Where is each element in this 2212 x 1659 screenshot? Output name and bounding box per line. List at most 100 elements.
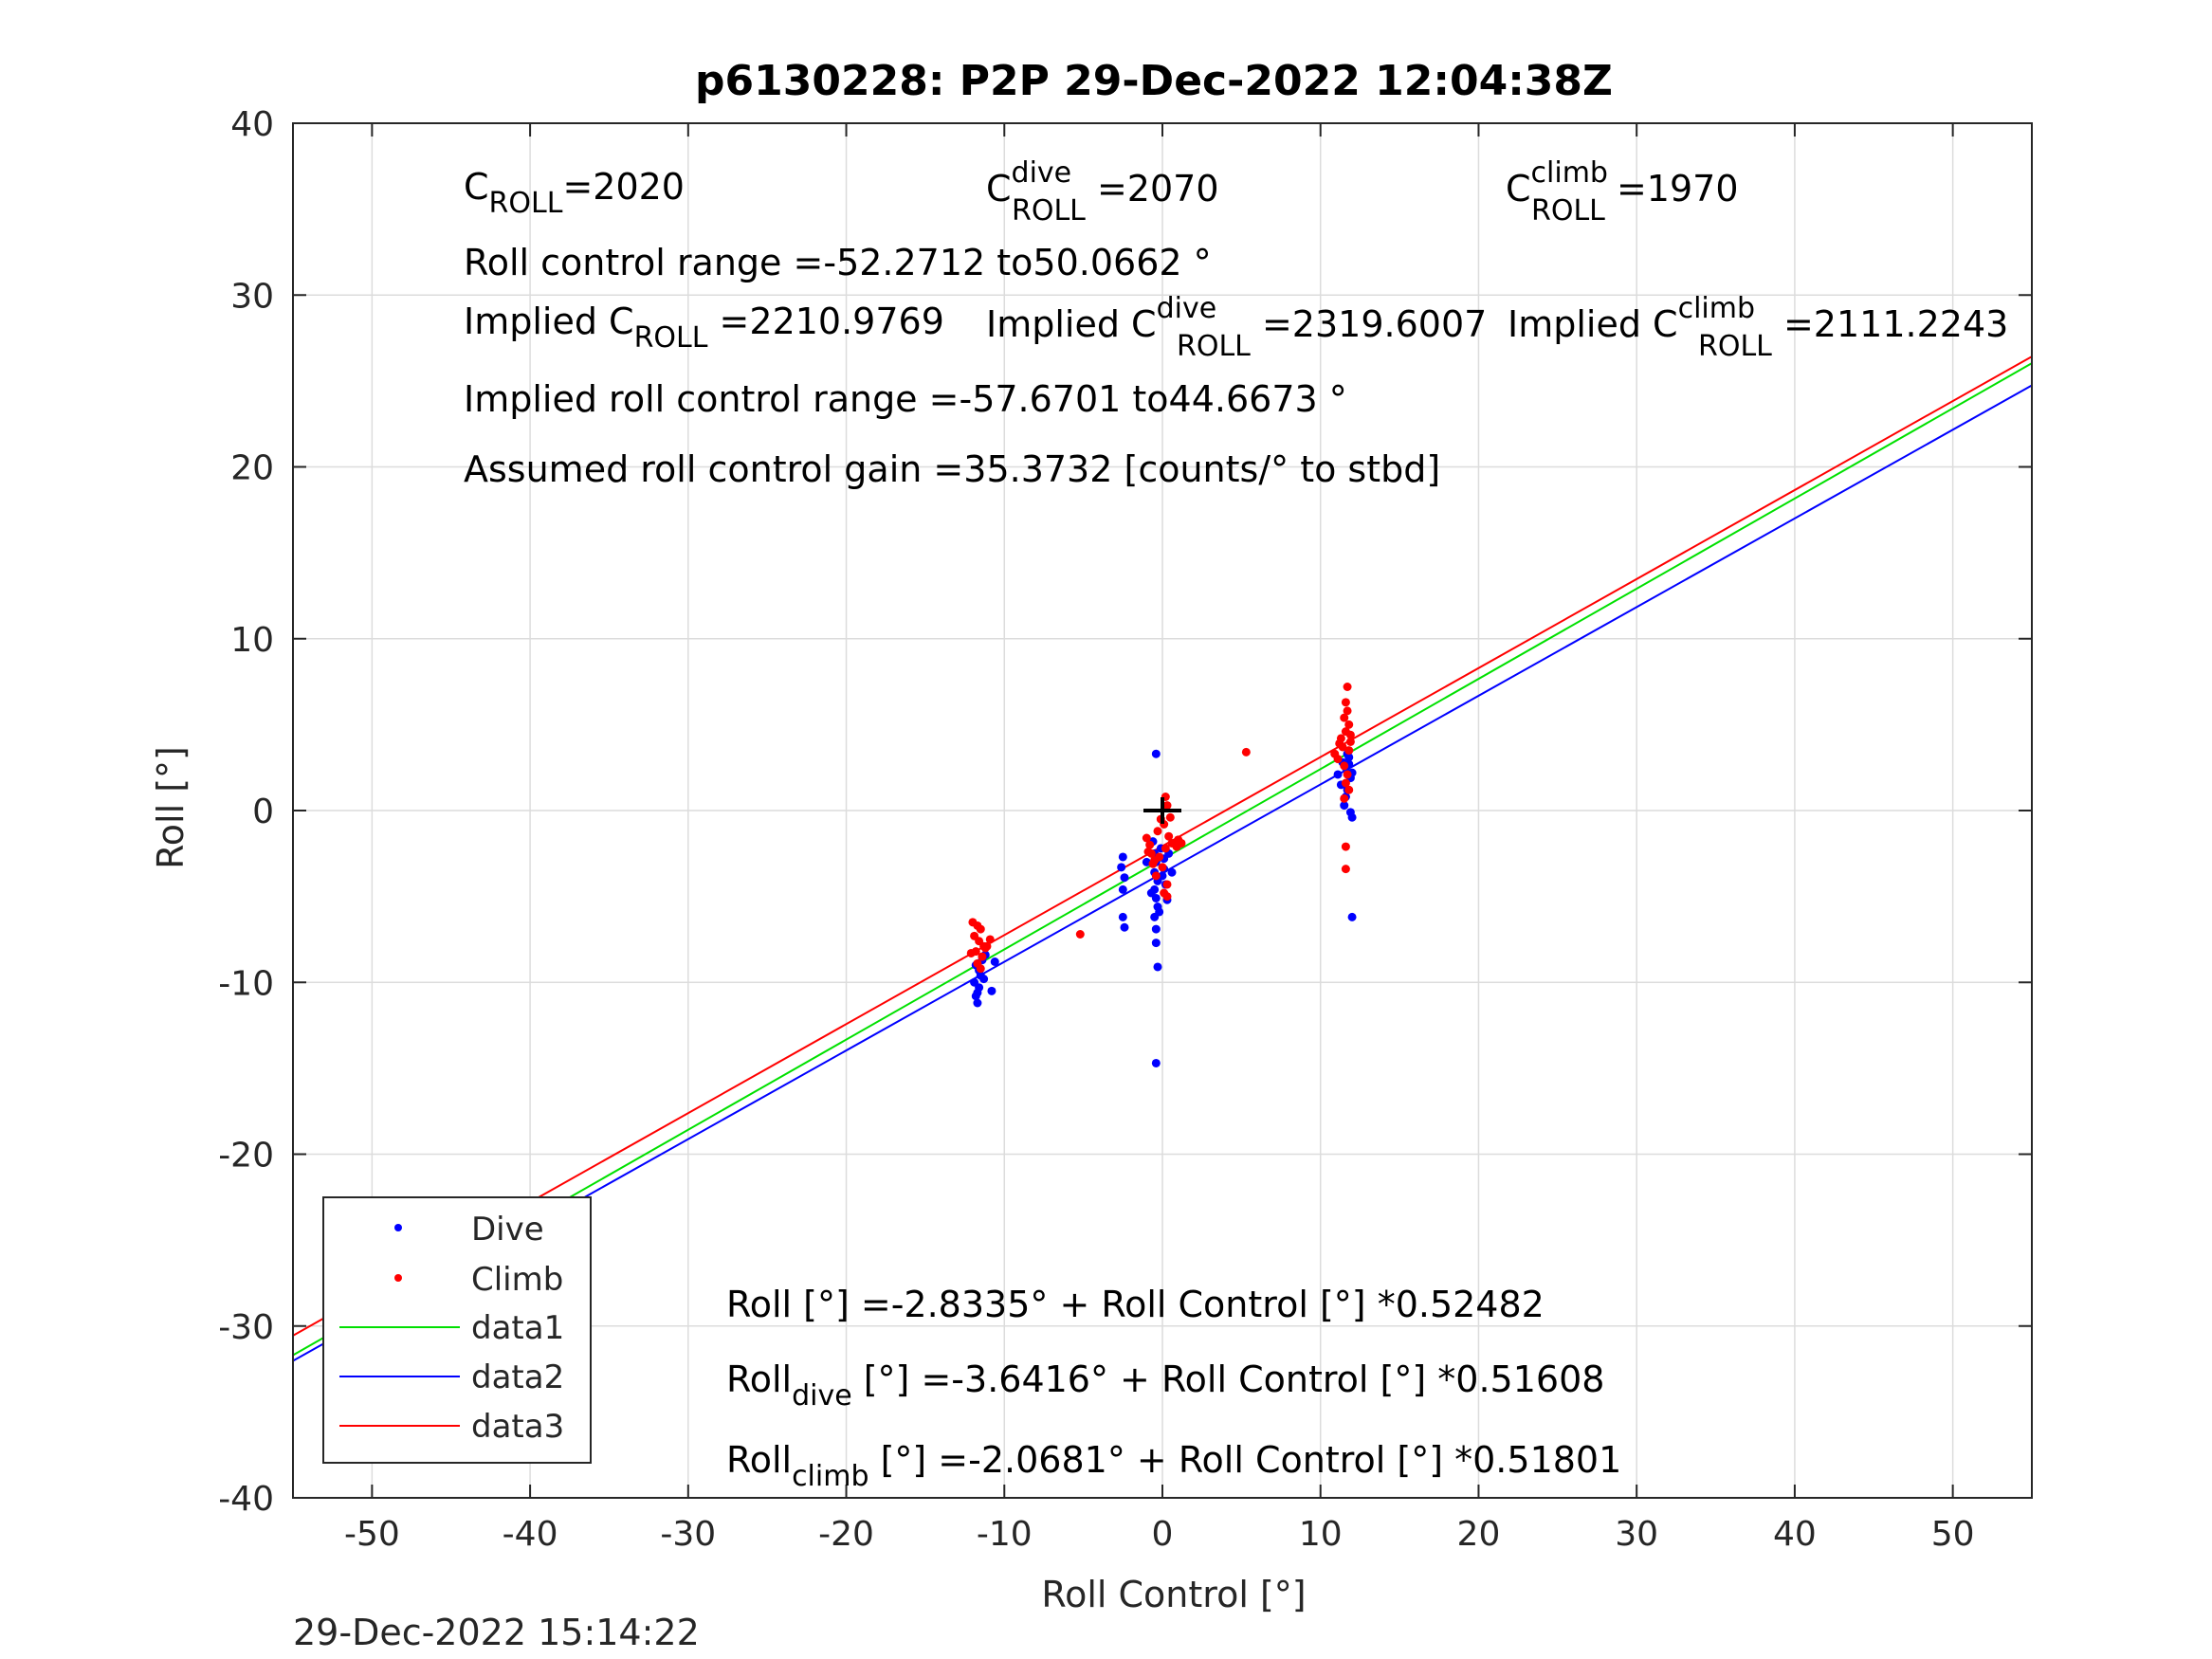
legend-data1-label: data1 [471,1309,564,1347]
dive-point [1155,907,1164,917]
y-tick-label: 0 [252,793,274,831]
x-tick-label: -20 [818,1515,874,1554]
x-tick-label: 20 [1457,1515,1501,1554]
dive-point [973,988,982,997]
climb-point [1340,713,1349,722]
cclimb-annotation: Cclimb ROLL =1970 [1506,156,1739,228]
dive-point [1120,922,1129,932]
y-tick-label: -40 [218,1480,274,1519]
climb-point [976,964,985,974]
legend-climb-label: Climb [471,1261,563,1299]
climb-point [1162,801,1172,811]
dive-point [1117,863,1126,872]
climb-point [1165,812,1175,822]
climb-point [1151,871,1161,881]
legend-dive-marker [394,1224,402,1231]
climb-point [1241,747,1251,757]
climb-point [1340,793,1349,803]
y-tick-label: -20 [218,1137,274,1176]
dive-point [1118,912,1127,921]
dive-point [1118,852,1127,862]
dive-point [979,975,989,984]
dive-point [973,998,982,1008]
dive-point [990,957,999,966]
x-axis-label: Roll Control [°] [1041,1574,1306,1615]
climb-point [1075,930,1085,939]
dive-point [987,986,996,995]
climb-point [1177,838,1186,848]
dive-point [1151,924,1161,934]
x-tick-label: 40 [1773,1515,1817,1554]
cdive-annotation: Cdive ROLL =2070 [986,156,1219,228]
dive-point [1340,801,1349,811]
x-tick-label: -30 [660,1515,716,1554]
implied-croll-annotation: Implied CROLL =2210.9769 [464,301,944,355]
dive-point [1146,888,1156,898]
fit-climb-annotation: Rollclimb [°] =-2.0681° + Roll Control [… [726,1439,1621,1493]
dive-point [1347,912,1357,921]
climb-point [1148,859,1158,868]
climb-point [1345,738,1355,746]
climb-point [1145,840,1155,849]
fit-all-annotation: Roll [°] =-2.8335° + Roll Control [°] *0… [726,1284,1545,1325]
x-tick-label: 50 [1931,1515,1975,1554]
x-tick-label: 10 [1299,1515,1343,1554]
legend-data2-label: data2 [471,1358,564,1396]
x-tick-label: -50 [344,1515,400,1554]
climb-point [1143,848,1153,856]
climb-point [1344,746,1354,756]
axis-ticks: -50 -40 -30 -20 -10 0 10 20 30 40 50 -40 -30 -20 -10 0 1… [218,105,2032,1554]
climb-point [1164,831,1174,841]
climb-point [980,943,990,953]
legend-box [322,1196,592,1464]
climb-point [1344,720,1354,729]
gain-annotation: Assumed roll control gain =35.3732 [coun… [464,448,1440,490]
dive-point [1151,939,1161,948]
climb-point [1343,683,1352,691]
dive-point [1120,873,1129,883]
y-tick-label: 20 [230,449,274,488]
climb-point [1142,833,1151,843]
dive-point [1118,884,1127,894]
y-tick-label: 40 [230,105,274,144]
y-tick-label: -10 [218,964,274,1003]
climb-point [1344,785,1354,794]
climb-point [1340,761,1349,771]
implied-cclimb-annotation: Implied Cclimb ROLL =2111.2243 [1508,292,2008,363]
fit-dive-annotation: Rolldive [°] =-3.6416° + Roll Control [°… [726,1358,1604,1413]
roll-range-annotation: Roll control range =-52.2712 to50.0662 ° [464,242,1212,283]
timestamp: 29-Dec-2022 15:14:22 [293,1612,700,1653]
climb-point [1343,770,1352,779]
dive-point [1151,749,1161,758]
croll-annotation: CROLL=2020 [464,166,685,220]
climb-point [1341,778,1350,788]
climb-point [1155,852,1164,862]
dive-point [1167,867,1177,877]
x-tick-label: -10 [977,1515,1033,1554]
dive-point [1333,770,1343,779]
legend-data3-label: data3 [471,1408,564,1446]
climb-point [978,952,987,961]
climb-point [966,948,976,957]
scatter-points [966,683,1357,1067]
climb-point [1158,863,1167,872]
climb-point [1162,880,1172,889]
y-tick-label: 30 [230,277,274,316]
climb-point [1341,865,1350,874]
climb-point [1162,892,1172,902]
climb-point [1345,730,1355,739]
climb-point [1341,698,1350,707]
implied-cdive-annotation: Implied Cdive ROLL =2319.6007 [986,292,1487,363]
dive-point [970,977,979,987]
y-tick-label: 10 [230,621,274,660]
chart-title: p6130228: P2P 29-Dec-2022 12:04:38Z [695,57,1613,105]
legend: Dive Climb data1 data2 data3 [322,1196,592,1464]
climb-point [1153,827,1162,836]
legend-climb-marker [394,1274,402,1282]
x-tick-label: -40 [503,1515,558,1554]
climb-point [976,924,985,934]
climb-point [1343,706,1352,716]
y-axis-label: Roll [°] [150,746,192,869]
x-tick-label: 0 [1152,1515,1174,1554]
dive-point [1151,1058,1161,1067]
